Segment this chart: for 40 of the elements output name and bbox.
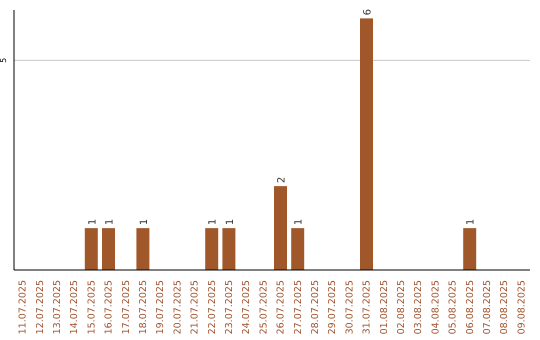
x-tick-label: 24.07.2025 <box>241 280 252 334</box>
data-label: 6 <box>362 9 374 16</box>
x-tick-label: 05.08.2025 <box>448 280 459 334</box>
x-tick-label: 26.07.2025 <box>276 280 287 334</box>
data-label: 1 <box>104 218 116 226</box>
data-label: 1 <box>294 218 305 226</box>
x-tick-label: 18.07.2025 <box>138 280 149 334</box>
x-tick-label: 13.07.2025 <box>52 280 63 334</box>
data-label: 1 <box>87 218 98 226</box>
x-tick-label: 23.07.2025 <box>224 280 235 334</box>
x-tick-label: 14.07.2025 <box>69 280 80 334</box>
x-tick-label: 01.08.2025 <box>378 280 390 334</box>
x-tick-label: 06.08.2025 <box>464 280 476 334</box>
x-tick-label: 21.07.2025 <box>190 280 201 334</box>
x-tick-label: 09.08.2025 <box>516 280 528 334</box>
data-label: 1 <box>208 218 219 226</box>
x-tick-label: 02.08.2025 <box>396 280 407 334</box>
x-tick-label: 07.08.2025 <box>482 280 493 334</box>
x-tick-label: 29.07.2025 <box>327 280 338 334</box>
y-tick-label: 5 <box>0 58 8 63</box>
x-tick-label: 28.07.2025 <box>310 280 321 334</box>
x-tick-label: 19.07.2025 <box>155 280 166 334</box>
x-tick-label: 15.07.2025 <box>86 280 98 334</box>
x-tick-label: 16.07.2025 <box>104 280 115 334</box>
x-tick-label: 12.07.2025 <box>34 280 46 334</box>
x-tick-label: 22.07.2025 <box>206 280 218 334</box>
x-tick-label: 27.07.2025 <box>292 280 304 334</box>
x-tick-label: 03.08.2025 <box>413 280 424 334</box>
data-label: 1 <box>138 218 150 226</box>
x-tick-label: 31.07.2025 <box>362 280 373 334</box>
x-tick-label: 17.07.2025 <box>120 280 132 334</box>
data-label: 1 <box>224 218 236 226</box>
data-label: 1 <box>466 218 477 226</box>
x-tick-label: 25.07.2025 <box>258 280 270 334</box>
data-label: 2 <box>276 176 288 184</box>
x-tick-label: 08.08.2025 <box>499 280 510 334</box>
x-tick-label: 04.08.2025 <box>430 280 442 334</box>
x-tick-label: 30.07.2025 <box>344 280 356 334</box>
x-tick-label: 20.07.2025 <box>172 280 184 334</box>
x-tick-label: 11.07.2025 <box>18 280 29 334</box>
